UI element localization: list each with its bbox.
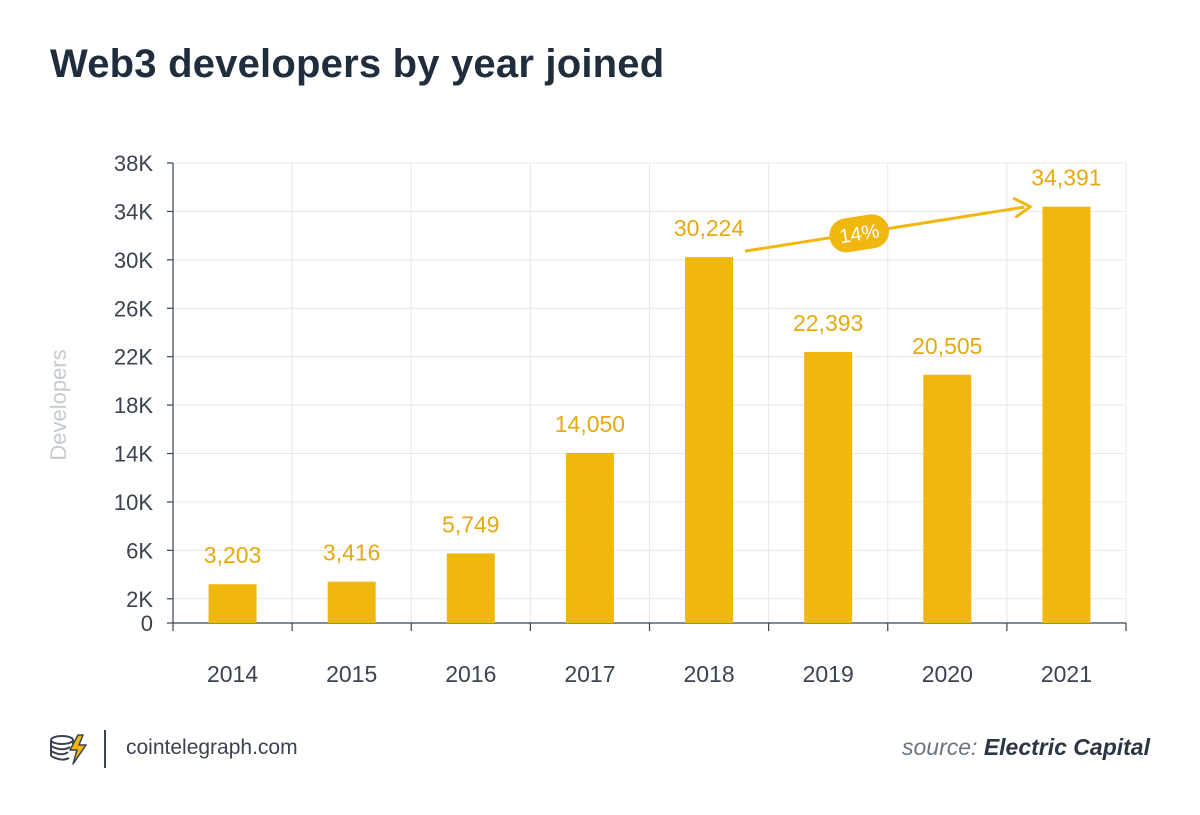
y-tick-label: 18K: [114, 393, 153, 418]
x-tick-label: 2020: [922, 661, 973, 687]
y-tick-label: 2K: [126, 587, 153, 612]
y-axis-label: Developers: [46, 349, 71, 460]
x-tick-label: 2018: [683, 661, 734, 687]
data-label: 34,391: [1031, 165, 1101, 191]
chart-title: Web3 developers by year joined: [50, 42, 665, 86]
y-tick-label: 30K: [114, 248, 153, 273]
data-label: 14,050: [555, 411, 625, 437]
y-tick-label: 22K: [114, 345, 153, 370]
data-label: 22,393: [793, 310, 863, 336]
bar-2021: [1042, 206, 1091, 623]
site-url[interactable]: cointelegraph.com: [126, 736, 298, 759]
x-tick-label: 2014: [207, 661, 258, 687]
y-tick-label: 26K: [114, 296, 153, 321]
y-tick-label: 6K: [126, 538, 153, 563]
y-tick-label: 34K: [114, 199, 153, 224]
cointelegraph-logo-icon: [48, 731, 88, 767]
y-tick-label: 14K: [114, 442, 153, 467]
growth-arrow-head: [1012, 197, 1032, 219]
bar-2018: [685, 257, 734, 623]
data-label: 30,224: [674, 215, 745, 241]
bar-2019: [804, 351, 853, 623]
bar-2017: [565, 452, 614, 623]
x-tick-label: 2019: [803, 661, 854, 687]
data-label: 3,203: [204, 542, 262, 568]
bar-2014: [208, 584, 257, 623]
source-credit: source: Electric Capital: [902, 734, 1150, 761]
y-tick-label: 0: [141, 611, 153, 636]
data-label: 3,416: [323, 540, 381, 566]
y-tick-label: 38K: [114, 151, 153, 176]
source-name: Electric Capital: [983, 734, 1150, 760]
y-tick-label: 10K: [114, 490, 153, 515]
data-label: 20,505: [912, 333, 982, 359]
footer-divider: [104, 730, 106, 768]
bar-2016: [446, 553, 495, 623]
source-prefix: source:: [901, 734, 978, 760]
x-tick-label: 2015: [326, 661, 377, 687]
x-tick-label: 2016: [445, 661, 496, 687]
growth-badge: [829, 214, 890, 253]
data-label: 5,749: [442, 511, 500, 537]
x-tick-label: 2021: [1041, 661, 1092, 687]
bar-2015: [327, 581, 376, 623]
x-tick-label: 2017: [564, 661, 615, 687]
bar-2020: [923, 374, 972, 623]
